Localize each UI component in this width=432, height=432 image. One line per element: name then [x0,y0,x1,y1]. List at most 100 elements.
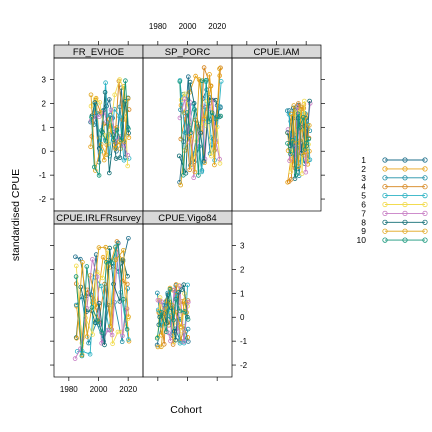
series-8-point-3-5 [96,300,102,306]
series-10-point-2-2 [289,138,295,143]
series-10-point-2-5 [296,125,302,131]
series-9-point-1-6 [208,83,214,89]
series-4-point-0-3 [101,121,107,127]
series-10-point-2-8 [304,140,309,146]
series-6-point-4-1 [157,295,163,300]
series-8-point-0-4 [102,90,108,95]
series-6-point-0-6 [117,77,122,82]
series-8-point-1-2 [187,79,193,85]
series-10-point-4-1 [158,309,164,315]
series-7-point-2-9 [303,169,309,175]
series-10-point-1-3 [188,130,194,135]
series-7-point-3-0 [72,356,78,361]
series-8-point-2-3 [292,176,298,181]
legend-point-5-1 [402,193,408,199]
top-x-tick-label-2000: 2000 [179,22,197,31]
series-10-point-3-1 [79,353,85,359]
series-7-point-3-7 [109,332,115,338]
series-3-point-1-11 [218,104,223,109]
series-6-point-1-1 [182,91,187,97]
bottom-x-tick-label-2000: 2000 [90,385,108,394]
series-10-point-4-6 [177,308,183,314]
series-9-point-1-5 [201,116,207,122]
series-10-point-3-7 [109,260,115,266]
series-9-point-3-9 [126,314,131,320]
series-8-point-0-10 [126,130,131,136]
series-3-point-2-5 [296,173,302,179]
legend-label-3: 3 [361,173,366,183]
series-2-point-1-3 [193,73,198,79]
left-y-tick-label--1: -1 [39,171,47,180]
series-9-point-4-5 [173,309,178,315]
series-9-point-2-8 [303,114,308,120]
series-9-point-2-3 [291,103,297,108]
series-6-point-3-5 [100,275,105,281]
series-5-point-0-6 [117,114,122,120]
legend-label-4: 4 [361,182,366,192]
series-10-point-3-4 [95,318,101,324]
series-6-point-3-0 [74,263,79,269]
series-10-point-3-8 [115,240,121,246]
series-10-point-4-3 [167,286,173,292]
legend-point-10-0 [382,237,388,243]
series-9-point-3-7 [113,257,119,263]
series-7-point-4-9 [186,299,191,305]
legend-label-7: 7 [361,208,366,218]
panel-title-1: SP_PORC [165,47,211,58]
series-6-point-2-1 [288,169,294,175]
series-8-point-2-2 [290,105,296,111]
series-10-point-1-1 [181,173,186,178]
series-4-point-1-8 [218,65,223,71]
legend-label-6: 6 [361,200,366,210]
series-4-point-1-5 [201,65,207,70]
series-9-line-panel-2 [287,105,310,167]
legend-point-9-2 [422,228,428,234]
right-y-tick-label-2: 2 [240,265,245,274]
series-10-line-panel-0 [91,80,129,177]
series-4-point-1-0 [178,136,184,142]
legend-point-10-2 [422,237,428,243]
series-10-point-2-4 [295,111,301,117]
series-4-point-4-6 [170,342,176,347]
series-3-point-4-0 [155,290,160,296]
series-10-line-panel-1 [179,79,222,176]
left-y-tick-label-0: 0 [42,147,47,156]
series-10-point-3-5 [99,330,105,335]
series-5-point-3-8 [126,337,131,342]
series-10-point-4-8 [185,317,191,322]
legend-label-8: 8 [361,217,366,227]
series-9-point-3-1 [80,259,85,265]
series-7-point-4-1 [159,299,164,304]
series-7-point-3-3 [90,257,95,262]
legend-point-10-1 [402,237,408,243]
legend-point-1-0 [382,157,388,163]
series-10-point-1-4 [192,107,197,112]
panel-title-2: CPUE.IAM [254,47,300,58]
series-8-point-4-10 [181,282,187,288]
series-8-line-panel-0 [91,92,130,174]
right-y-tick-label-3: 3 [240,242,245,251]
series-7-point-1-4 [191,175,197,181]
series-8-point-3-6 [102,342,107,348]
series-10-point-2-6 [300,115,306,120]
series-6-point-3-3 [90,332,95,337]
panel-frame-2 [231,57,322,212]
legend-point-7-2 [422,210,428,216]
series-7-point-1-1 [182,96,188,102]
series-5-line-panel-3 [77,246,129,355]
legend-point-3-1 [402,175,408,181]
series-10-point-3-6 [104,259,109,265]
series-10-point-1-7 [203,77,209,83]
series-2-point-0-9 [126,135,132,140]
series-5-line-panel-0 [90,82,130,161]
series-2-point-1-6 [207,72,212,77]
series-9-point-1-8 [217,66,222,71]
series-6-point-0-8 [125,163,130,169]
series-1-point-3-0 [73,254,78,260]
series-9-point-3-3 [90,300,95,306]
series-8-point-0-8 [117,155,123,161]
series-6-point-4-9 [180,328,185,334]
series-10-point-0-0 [89,115,94,120]
series-8-point-0-5 [107,170,112,176]
legend-point-3-2 [422,175,428,181]
